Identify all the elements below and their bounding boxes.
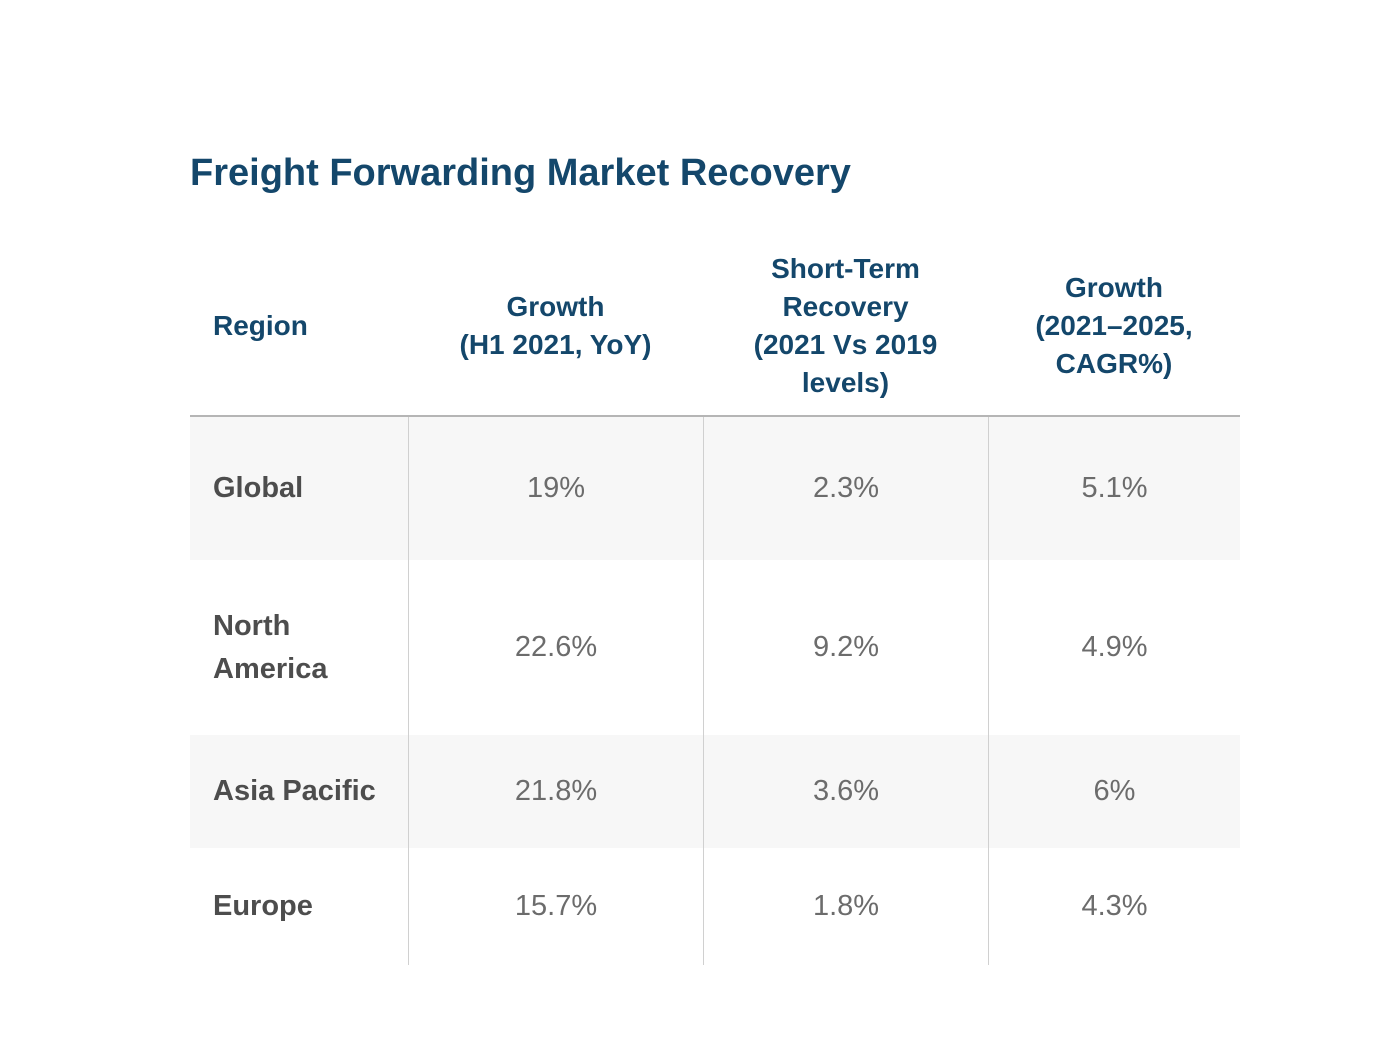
value-cell: 5.1% xyxy=(988,417,1240,560)
column-header-region: Region xyxy=(213,310,308,342)
table-header-row: Region Growth (H1 2021, YoY) Short-Term … xyxy=(190,247,1240,415)
value-cell: 4.3% xyxy=(988,848,1240,965)
column-header-short-term-recovery: Short-Term Recovery (2021 Vs 2019 levels… xyxy=(753,253,938,398)
table-body: Global 19% 2.3% 5.1% North America 22.6%… xyxy=(190,415,1240,965)
region-cell: Europe xyxy=(213,890,313,923)
value-cell: 22.6% xyxy=(408,560,703,735)
value-cell: 19% xyxy=(408,417,703,560)
table-row-europe: Europe 15.7% 1.8% 4.3% xyxy=(190,848,1240,965)
region-cell: Global xyxy=(213,472,304,505)
region-cell: North America xyxy=(213,610,328,685)
value-cell: 2.3% xyxy=(703,417,988,560)
market-recovery-table: Region Growth (H1 2021, YoY) Short-Term … xyxy=(190,247,1240,965)
page-title: Freight Forwarding Market Recovery xyxy=(190,152,851,194)
table-row-asia-pacific: Asia Pacific 21.8% 3.6% 6% xyxy=(190,735,1240,848)
column-header-growth-cagr: Growth (2021–2025, CAGR%) xyxy=(1035,272,1193,379)
column-header-growth-h1: Growth (H1 2021, YoY) xyxy=(459,291,652,360)
value-cell: 15.7% xyxy=(408,848,703,965)
value-cell: 3.6% xyxy=(703,735,988,848)
value-cell: 4.9% xyxy=(988,560,1240,735)
table-row-north-america: North America 22.6% 9.2% 4.9% xyxy=(190,560,1240,735)
table-row-global: Global 19% 2.3% 5.1% xyxy=(190,417,1240,560)
value-cell: 21.8% xyxy=(408,735,703,848)
region-cell: Asia Pacific xyxy=(213,775,376,808)
value-cell: 9.2% xyxy=(703,560,988,735)
value-cell: 6% xyxy=(988,735,1240,848)
page: Freight Forwarding Market Recovery Regio… xyxy=(190,152,1240,965)
value-cell: 1.8% xyxy=(703,848,988,965)
